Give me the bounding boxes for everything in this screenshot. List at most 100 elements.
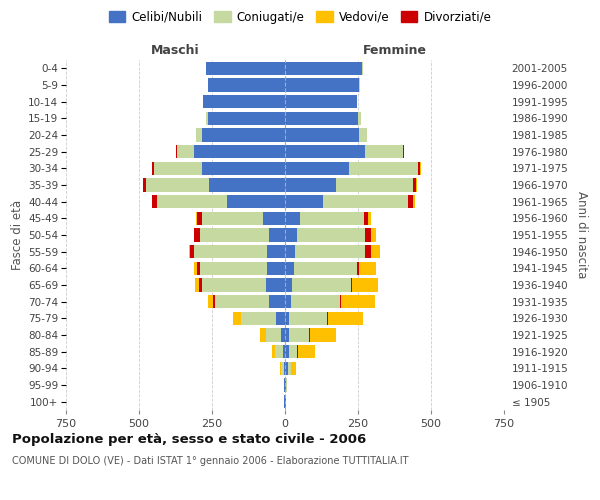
Bar (190, 245, 194, 258)
Text: Popolazione per età, sesso e stato civile - 2006: Popolazione per età, sesso e stato civil… (12, 432, 366, 446)
Bar (285, 378, 286, 392)
Bar (413, 178, 416, 192)
Bar (340, 295, 341, 308)
Bar (285, 212, 299, 225)
Bar (194, 262, 197, 275)
Bar (152, 195, 157, 208)
Bar (202, 212, 263, 225)
Bar (356, 95, 358, 108)
Bar (146, 178, 209, 192)
Bar (285, 362, 288, 375)
Bar (200, 228, 269, 241)
Bar (194, 228, 200, 241)
Bar (266, 278, 285, 291)
Bar (292, 362, 296, 375)
Bar (365, 245, 371, 258)
Bar (206, 62, 285, 75)
Bar (413, 195, 415, 208)
Bar (202, 128, 285, 141)
Bar (350, 278, 352, 291)
Bar (208, 112, 285, 125)
Bar (188, 245, 190, 258)
Bar (299, 212, 364, 225)
Bar (341, 295, 375, 308)
Bar (285, 162, 349, 175)
Bar (285, 128, 359, 141)
Y-axis label: Anni di nascita: Anni di nascita (575, 192, 588, 278)
Bar (336, 178, 413, 192)
Bar (416, 178, 417, 192)
Bar (284, 362, 285, 375)
Bar (365, 228, 371, 241)
Bar (280, 362, 281, 375)
Bar (285, 62, 362, 75)
Bar (194, 145, 285, 158)
Bar (285, 112, 358, 125)
Bar (206, 112, 208, 125)
Bar (260, 328, 266, 342)
Bar (208, 78, 285, 92)
Bar (196, 128, 202, 141)
Bar (365, 145, 403, 158)
Bar (289, 328, 309, 342)
Bar (285, 312, 289, 325)
Bar (285, 328, 289, 342)
Bar (197, 262, 200, 275)
Bar (285, 278, 292, 291)
Bar (197, 212, 202, 225)
Bar (208, 295, 214, 308)
Bar (275, 345, 283, 358)
Bar (276, 312, 285, 325)
Bar (285, 295, 291, 308)
Bar (285, 228, 296, 241)
Bar (359, 262, 376, 275)
Bar (154, 162, 202, 175)
Bar (233, 312, 241, 325)
Bar (285, 195, 323, 208)
Bar (418, 162, 420, 175)
Bar (285, 178, 336, 192)
Bar (289, 312, 328, 325)
Y-axis label: Fasce di età: Fasce di età (11, 200, 24, 270)
Bar (358, 112, 361, 125)
Bar (227, 195, 285, 208)
Bar (202, 278, 266, 291)
Bar (269, 228, 285, 241)
Bar (284, 378, 285, 392)
Bar (200, 262, 268, 275)
Bar (203, 95, 285, 108)
Text: COMUNE DI DOLO (VE) - Dati ISTAT 1° gennaio 2006 - Elaborazione TUTTITALIA.IT: COMUNE DI DOLO (VE) - Dati ISTAT 1° genn… (12, 456, 409, 466)
Bar (195, 278, 199, 291)
Bar (295, 245, 365, 258)
Bar (157, 195, 227, 208)
Bar (202, 162, 285, 175)
Bar (268, 262, 285, 275)
Bar (403, 145, 404, 158)
Bar (214, 295, 215, 308)
Legend: Celibi/Nubili, Coniugati/e, Vedovi/e, Divorziati/e: Celibi/Nubili, Coniugati/e, Vedovi/e, Di… (106, 8, 494, 26)
Bar (194, 245, 268, 258)
Bar (215, 295, 269, 308)
Bar (285, 345, 289, 358)
Bar (281, 328, 285, 342)
Bar (323, 195, 407, 208)
Bar (407, 195, 413, 208)
Bar (328, 312, 363, 325)
Bar (292, 278, 351, 291)
Bar (281, 362, 284, 375)
Bar (291, 295, 340, 308)
Bar (241, 312, 276, 325)
Bar (283, 345, 285, 358)
Bar (285, 78, 359, 92)
Bar (298, 345, 315, 358)
Bar (268, 245, 285, 258)
Bar (294, 262, 356, 275)
Text: Maschi: Maschi (151, 44, 200, 57)
Bar (285, 262, 294, 275)
Bar (368, 212, 371, 225)
Bar (177, 145, 194, 158)
Bar (143, 178, 146, 192)
Bar (285, 245, 295, 258)
Bar (371, 245, 380, 258)
Bar (356, 262, 359, 275)
